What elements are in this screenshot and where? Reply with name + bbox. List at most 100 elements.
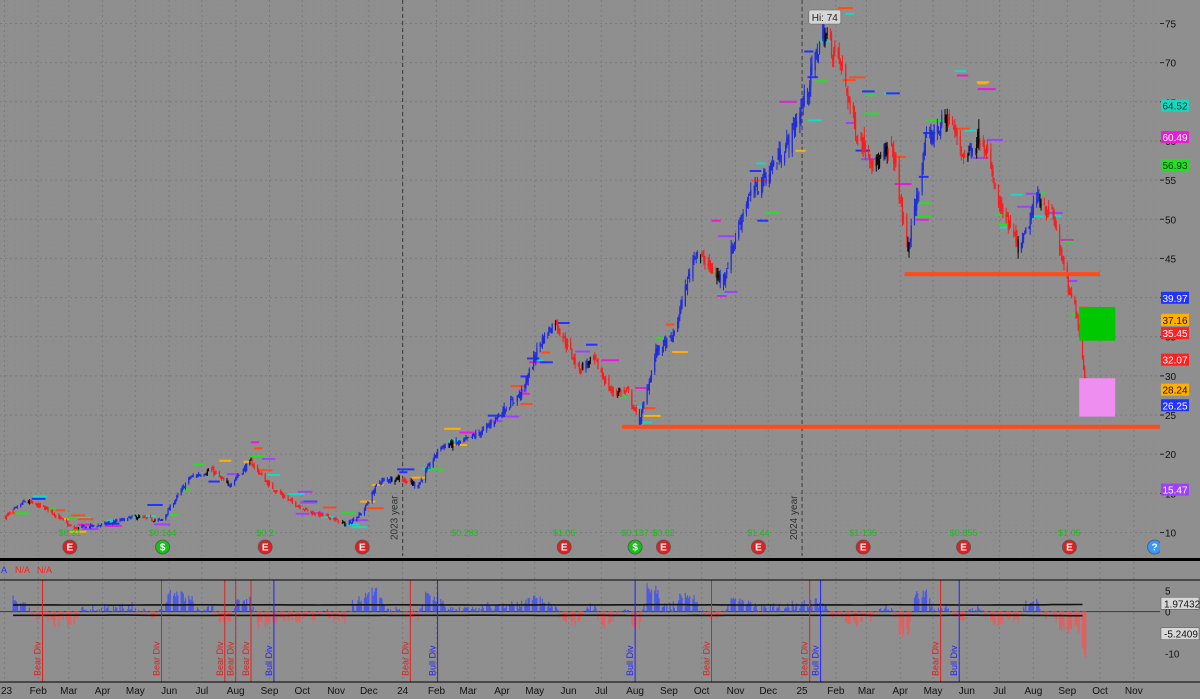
histogram-bar	[20, 603, 22, 612]
price-marks	[7, 7, 1089, 533]
histogram-bar	[778, 603, 780, 612]
candle-body	[669, 335, 671, 337]
candle-body	[381, 480, 383, 483]
level-dash	[894, 183, 912, 186]
candle-body	[479, 431, 481, 436]
histogram-bar	[154, 611, 156, 618]
candle-body	[220, 477, 223, 479]
candle-body	[427, 465, 429, 470]
candle-body	[899, 200, 901, 203]
candle-body	[608, 377, 610, 390]
histogram-bar	[36, 611, 38, 622]
level-dash	[914, 202, 932, 205]
candle-body	[597, 359, 599, 369]
candle-body	[1063, 258, 1065, 265]
candle-body	[1031, 211, 1033, 216]
histogram-bar	[198, 609, 200, 612]
histogram-bar	[1060, 611, 1062, 628]
histogram-bar	[69, 611, 71, 626]
histogram-bar	[128, 604, 130, 612]
candle-body	[894, 158, 896, 164]
candle-body	[129, 517, 131, 519]
earnings-value: $0.283	[451, 528, 479, 538]
y-tick-label: 50	[1165, 215, 1177, 226]
histogram-bar	[986, 611, 989, 615]
level-dash	[995, 213, 1006, 216]
candle-body	[764, 172, 766, 177]
candle-body	[946, 114, 948, 126]
level-dash	[1010, 193, 1024, 196]
candle-body	[902, 216, 905, 218]
histogram-bar	[633, 611, 635, 628]
candle-body	[770, 164, 773, 170]
histogram-bar	[703, 611, 705, 616]
histogram-bar	[419, 608, 421, 612]
candle-body	[967, 153, 969, 160]
histogram-bar	[85, 609, 87, 612]
candle-body	[809, 85, 811, 97]
histogram-bar	[395, 607, 397, 612]
histogram-bar	[97, 611, 99, 613]
candle-body	[24, 501, 26, 503]
level-dash	[1062, 240, 1075, 243]
histogram-bar	[504, 607, 506, 612]
histogram-bar	[284, 611, 286, 621]
candle-body	[587, 363, 589, 366]
candle-body	[219, 476, 222, 478]
candle-body	[510, 399, 512, 408]
candle-body	[122, 518, 124, 520]
candle-body	[982, 140, 984, 146]
candle-body	[730, 245, 732, 270]
histogram-bar	[845, 611, 847, 623]
histogram-bar	[234, 607, 236, 612]
histogram-bar	[666, 603, 668, 612]
candle-body	[991, 168, 993, 171]
histogram-bar	[27, 610, 29, 612]
level-dash	[977, 82, 987, 85]
candle-body	[333, 517, 335, 521]
histogram-bar	[808, 607, 810, 612]
candle-body	[535, 357, 537, 361]
candle-body	[833, 50, 835, 60]
level-dash	[972, 156, 989, 159]
candle-body	[1077, 315, 1079, 327]
candle-body	[403, 479, 405, 481]
candle-body	[707, 262, 709, 267]
candle-body	[77, 527, 80, 530]
level-dash	[193, 463, 205, 466]
candle-body	[464, 439, 466, 441]
divergence-label: Bear Div	[215, 641, 225, 676]
candle-body	[1044, 207, 1047, 214]
histogram-bar	[357, 600, 359, 612]
histogram-bar	[412, 610, 415, 612]
candle-body	[914, 205, 917, 212]
level-dash	[987, 138, 1003, 141]
x-tick-label: Jun	[161, 686, 177, 697]
candle-body	[27, 501, 29, 504]
candle-body	[177, 494, 179, 496]
candle-body	[541, 337, 543, 346]
histogram-bar	[1059, 611, 1061, 631]
candle-body	[417, 485, 419, 488]
candle-body	[296, 506, 298, 508]
candle-body	[50, 509, 52, 512]
candle-body	[204, 474, 206, 476]
candle-body	[443, 444, 445, 449]
candle-body	[100, 523, 103, 525]
histogram-bar	[264, 611, 266, 628]
candle-body	[562, 335, 564, 339]
histogram-bar	[161, 610, 164, 612]
candle-body	[115, 520, 117, 523]
level-dash	[1060, 238, 1074, 241]
histogram-bar	[501, 606, 503, 612]
histogram-bar	[547, 606, 549, 612]
candle-body	[618, 390, 620, 394]
histogram-bar	[303, 611, 306, 618]
candle-body	[955, 130, 957, 134]
high-label-box	[808, 9, 842, 25]
candle-body	[371, 492, 373, 502]
candle-body	[794, 123, 797, 131]
candle-body	[694, 256, 696, 258]
earnings-icon	[1062, 539, 1077, 555]
candle-body	[574, 357, 576, 365]
